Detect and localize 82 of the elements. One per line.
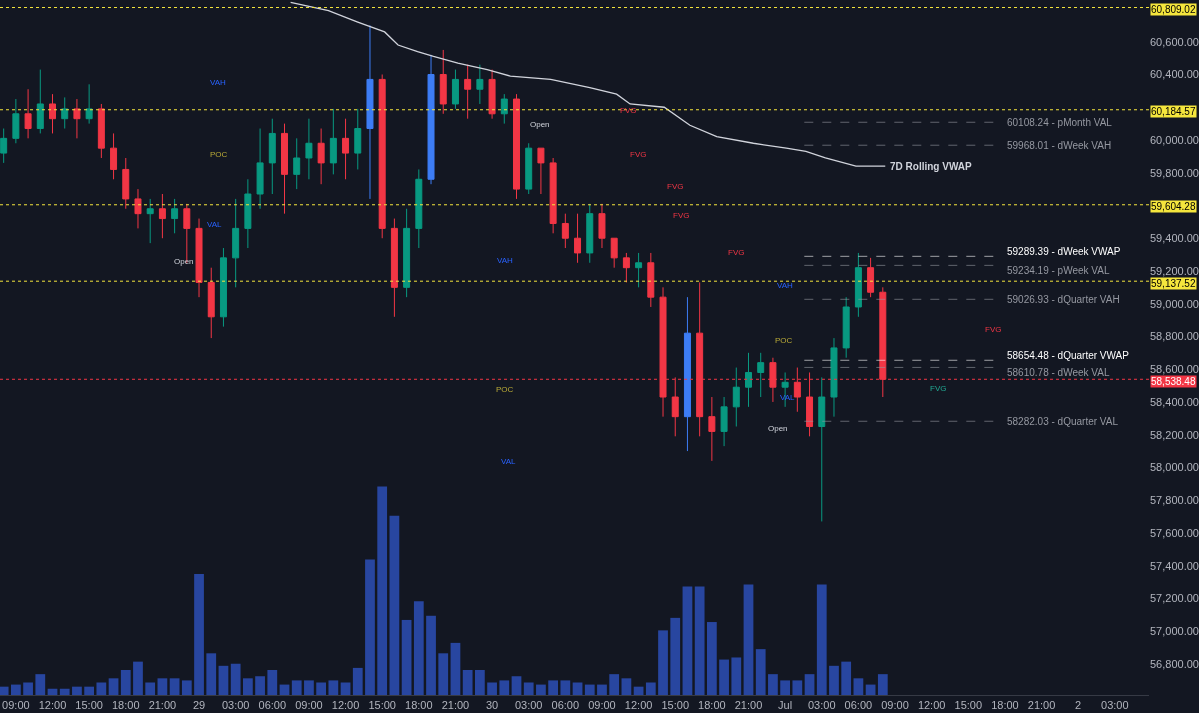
y-tick-label: 60,000.00 <box>1150 133 1199 146</box>
y-tick-label: 57,800.00 <box>1150 494 1199 507</box>
y-tick-label: 60,600.00 <box>1150 35 1199 48</box>
annotation: VAL <box>780 393 796 402</box>
y-tick-label: 56,800.00 <box>1150 657 1199 670</box>
annotation: Open <box>768 424 788 433</box>
ref-line-label: 60,809.02 <box>1151 4 1196 15</box>
x-tick-label: 18:00 <box>112 699 140 712</box>
x-tick-label: 18:00 <box>991 699 1019 712</box>
y-tick-label: 59,400.00 <box>1150 232 1199 245</box>
annotation: VAL <box>207 220 223 229</box>
ref-line-label: 59968.01 - dWeek VAH <box>1007 140 1112 151</box>
y-tick-label: 57,400.00 <box>1150 559 1199 572</box>
x-tick-label: 06:00 <box>551 699 580 712</box>
x-tick-label: 2 <box>1075 699 1082 712</box>
x-tick-label: 03:00 <box>514 699 543 712</box>
annotation: FVG <box>620 106 637 115</box>
annotation: FVG <box>667 182 684 191</box>
annotation: Open <box>174 257 194 266</box>
x-tick-label: 21:00 <box>148 699 177 712</box>
ref-line-label: 60,184.57 <box>1151 106 1196 117</box>
annotation: VAL <box>501 457 517 466</box>
ref-line-label: 58654.48 - dQuarter VWAP <box>1007 350 1130 361</box>
x-tick-label: Jul <box>778 699 793 712</box>
x-tick-label: 18:00 <box>698 699 726 712</box>
x-tick-label: 06:00 <box>844 699 873 712</box>
x-tick-label: 09:00 <box>588 699 616 712</box>
x-tick-label: 15:00 <box>954 699 983 712</box>
x-tick-label: 21:00 <box>734 699 763 712</box>
y-tick-label: 57,600.00 <box>1150 526 1199 539</box>
y-tick-label: 58,000.00 <box>1150 461 1199 474</box>
x-tick-label: 18:00 <box>405 699 433 712</box>
x-tick-label: 15:00 <box>368 699 396 712</box>
annotation: FVG <box>930 384 947 393</box>
x-tick-label: 12:00 <box>917 699 946 712</box>
ref-line-label: 59289.39 - dWeek VWAP <box>1007 246 1121 257</box>
y-tick-label: 58,800.00 <box>1150 330 1199 343</box>
x-tick-label: 15:00 <box>75 699 103 712</box>
y-tick-label: 57,000.00 <box>1150 625 1199 637</box>
y-tick-label: 57,200.00 <box>1150 592 1199 605</box>
y-tick-label: 59,800.00 <box>1150 166 1199 179</box>
x-tick-label: 12:00 <box>331 699 360 712</box>
x-tick-label: 21:00 <box>441 699 470 712</box>
annotation: FVG <box>673 211 690 220</box>
annotation: POC <box>775 336 793 345</box>
series-label: 7D Rolling VWAP <box>890 161 972 172</box>
y-tick-label: 60,400.00 <box>1150 68 1199 81</box>
x-tick-label: 09:00 <box>295 699 323 712</box>
y-tick-label: 58,600.00 <box>1150 363 1199 376</box>
annotation: FVG <box>630 150 647 159</box>
ref-line-label: 58610.78 - dWeek VAL <box>1007 367 1110 378</box>
x-tick-label: 09:00 <box>881 699 909 712</box>
y-tick-label: 59,200.00 <box>1150 264 1199 277</box>
annotation: POC <box>210 150 228 159</box>
ref-line-label: 58282.03 - dQuarter VAL <box>1007 416 1119 427</box>
y-tick-label: 59,000.00 <box>1150 297 1199 310</box>
ref-line-label: 59234.19 - pWeek VAL <box>1007 265 1110 276</box>
x-tick-label: 30 <box>485 699 499 712</box>
annotation: FVG <box>985 325 1002 334</box>
ref-line-label: 59026.93 - dQuarter VAH <box>1007 294 1120 305</box>
ref-line-label: 59,137.52 <box>1151 278 1196 289</box>
x-tick-label: 21:00 <box>1027 699 1056 712</box>
x-tick-label: 03:00 <box>221 699 250 712</box>
annotation: VAH <box>210 78 227 87</box>
x-tick-label: 06:00 <box>258 699 287 712</box>
annotation: FVG <box>728 248 745 257</box>
annotation: VAH <box>497 256 514 265</box>
annotation: Open <box>530 120 550 129</box>
annotation: POC <box>496 385 514 394</box>
ref-line-label: 59,604.28 <box>1151 201 1196 212</box>
annotation: VAH <box>777 281 794 290</box>
ref-line-label: 60108.24 - pMonth VAL <box>1007 117 1113 128</box>
x-tick-label: 12:00 <box>38 699 67 712</box>
y-tick-label: 58,200.00 <box>1150 428 1199 441</box>
y-tick-label: 58,400.00 <box>1150 395 1199 408</box>
x-tick-label: 12:00 <box>624 699 653 712</box>
x-tick-label: 03:00 <box>807 699 836 712</box>
x-tick-label: 15:00 <box>661 699 690 712</box>
x-tick-label: 09:00 <box>2 699 30 712</box>
x-tick-label: 29 <box>192 699 206 712</box>
ref-line-label: 58,538.48 <box>1151 376 1196 387</box>
x-tick-label: 03:00 <box>1101 699 1129 712</box>
